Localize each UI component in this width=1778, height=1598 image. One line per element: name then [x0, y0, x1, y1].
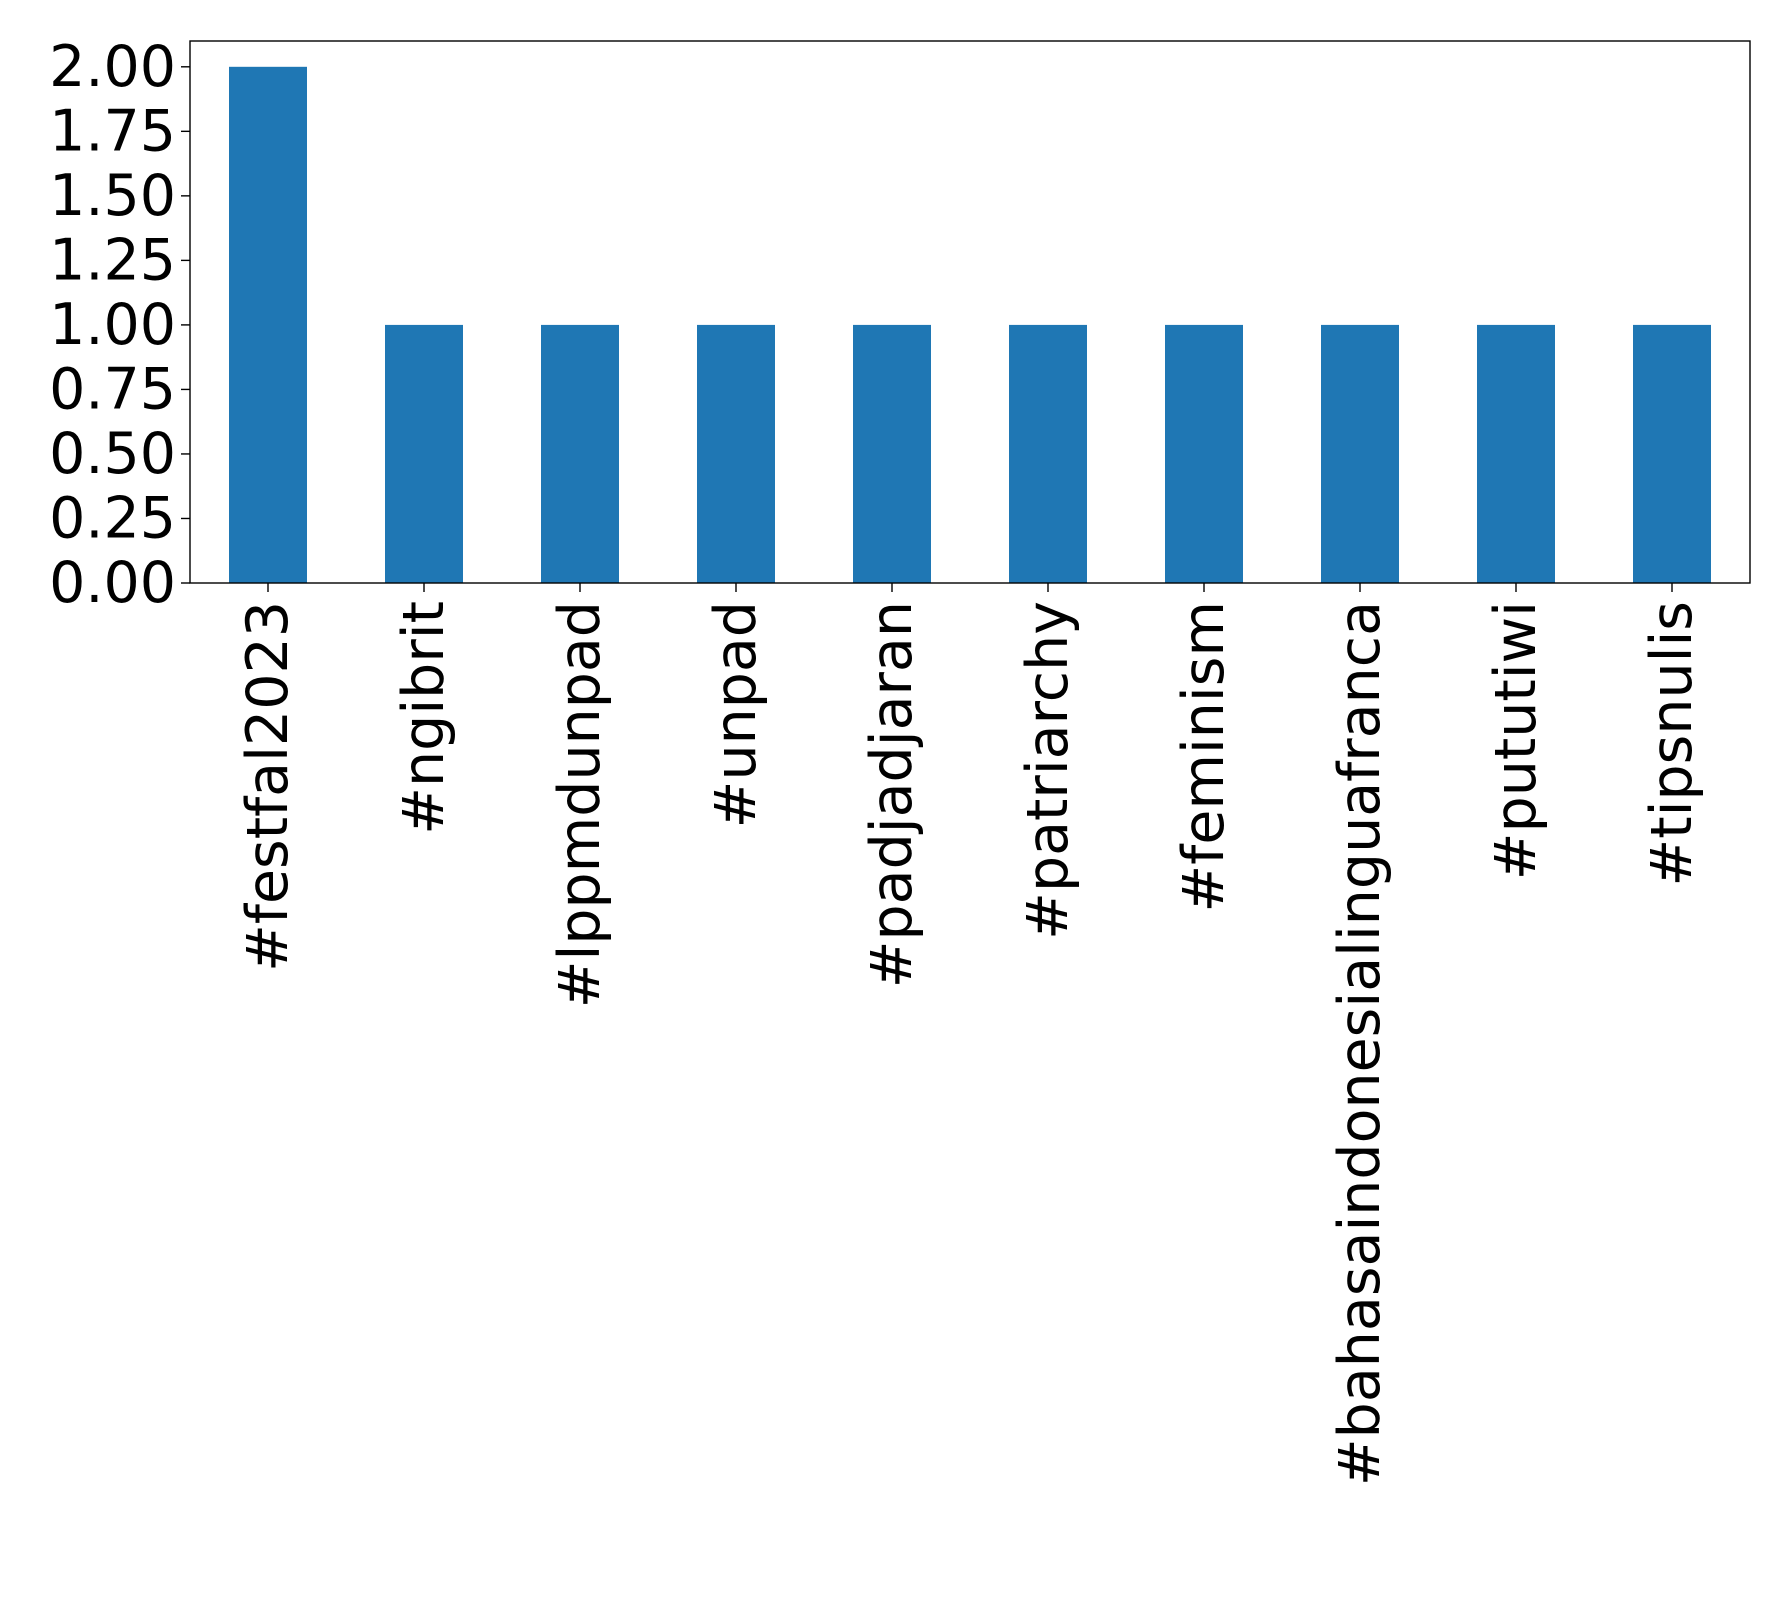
bar-unpad — [697, 324, 775, 583]
y-tick-label: 0.50 — [49, 421, 176, 487]
bar-patriarchy — [1009, 324, 1087, 583]
y-tick-label: 1.25 — [49, 227, 176, 293]
x-tick-label: #padjadjaran — [859, 601, 925, 988]
bar-padjadjaran — [853, 324, 931, 583]
bar-bahasaindonesialinguafranca — [1321, 324, 1399, 583]
y-tick-label: 0.75 — [49, 356, 176, 422]
bar-feminism — [1165, 324, 1243, 583]
plot-frame — [189, 40, 1751, 584]
x-tick-label: #ngibrit — [391, 601, 457, 835]
y-tick-label: 1.00 — [49, 292, 176, 358]
x-tick-label: #unpad — [703, 601, 769, 828]
x-axis: #festfal2023 #ngibrit #lppmdunpad #unpad #pa… — [235, 583, 1705, 1486]
y-tick-label: 1.50 — [49, 163, 176, 229]
bar-tipsnulis — [1633, 324, 1711, 583]
x-tick-label: #feminism — [1171, 601, 1237, 912]
x-tick-label: #festfal2023 — [235, 601, 301, 972]
bar-lppmdunpad — [541, 324, 619, 583]
bars-group — [229, 66, 1711, 584]
x-tick-label: #bahasaindonesialinguafranca — [1327, 601, 1393, 1486]
x-tick-label: #tipsnulis — [1639, 601, 1705, 886]
x-tick-label: #pututiwi — [1483, 601, 1549, 880]
x-tick-label: #patriarchy — [1015, 601, 1081, 940]
bar-festfal2023 — [229, 66, 307, 584]
y-tick-label: 0.25 — [49, 485, 176, 551]
x-tick-label: #lppmdunpad — [547, 601, 613, 1008]
y-axis: 0.000.250.500.751.001.251.501.752.00 — [49, 34, 190, 616]
y-tick-label: 2.00 — [49, 34, 176, 100]
y-tick-label: 1.75 — [49, 98, 176, 164]
bar-ngibrit — [385, 324, 463, 583]
bar-pututiwi — [1477, 324, 1555, 583]
y-tick-label: 0.00 — [49, 550, 176, 616]
